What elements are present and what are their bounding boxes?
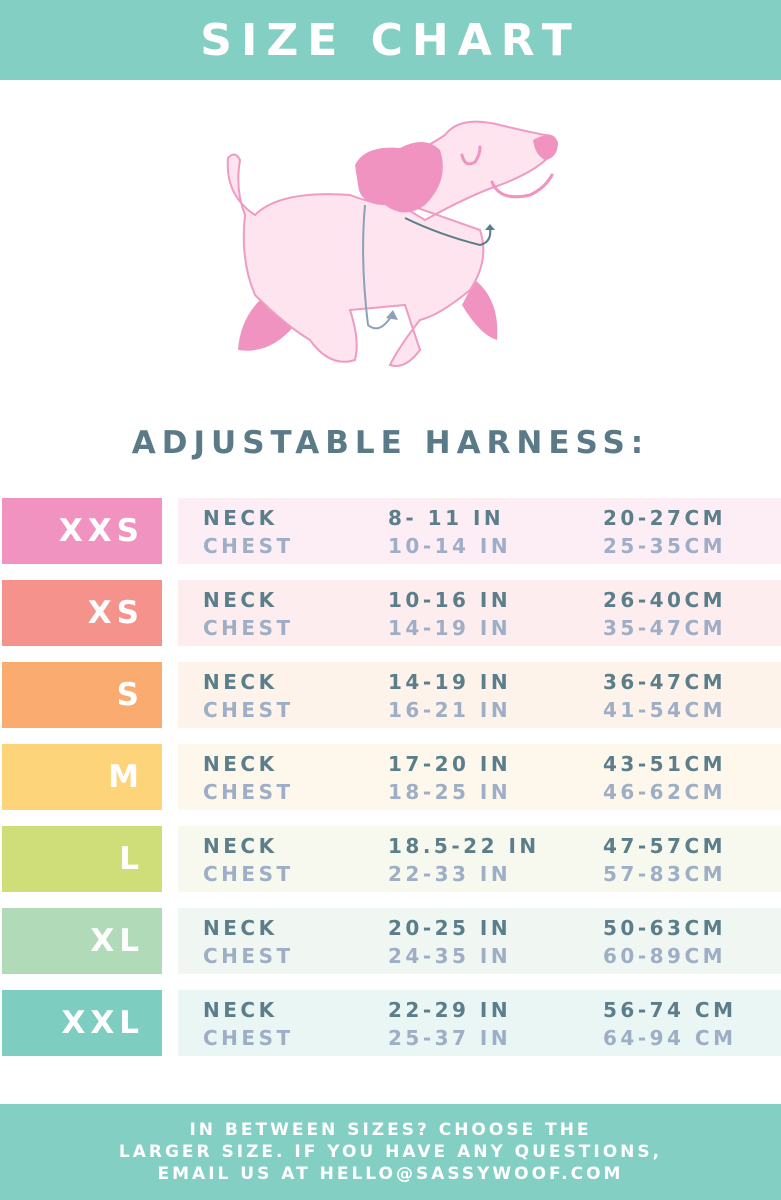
- size-row: XS NECK CHEST 10-16 IN 14-19 IN 26-40CM …: [0, 580, 781, 646]
- size-row: S NECK CHEST 14-19 IN 16-21 IN 36-47CM 4…: [0, 662, 781, 728]
- dog-smile: [490, 173, 554, 199]
- page-title: SIZE CHART: [200, 14, 581, 66]
- neck-label: NECK: [203, 998, 278, 1022]
- footer-banner: IN BETWEEN SIZES? CHOOSE THE LARGER SIZE…: [0, 1104, 781, 1200]
- neck-inches: 22-29 IN: [388, 998, 512, 1022]
- dog-nose: [533, 135, 558, 160]
- dog-ear: [355, 141, 443, 213]
- size-label: XXL: [2, 990, 162, 1056]
- neck-inches: 20-25 IN: [388, 916, 512, 940]
- chest-cm: 57-83CM: [603, 862, 727, 886]
- chest-inches: 16-21 IN: [388, 698, 512, 722]
- neck-inches: 14-19 IN: [388, 670, 512, 694]
- chest-inches: 10-14 IN: [388, 534, 512, 558]
- chest-inches: 14-19 IN: [388, 616, 512, 640]
- neck-inches: 8- 11 IN: [388, 506, 505, 530]
- neck-arrow-icon: [485, 224, 495, 230]
- size-label: XXS: [2, 498, 162, 564]
- size-row: XXL NECK CHEST 22-29 IN 25-37 IN 56-74 C…: [0, 990, 781, 1056]
- measurement-box: NECK CHEST 17-20 IN 18-25 IN 43-51CM 46-…: [178, 744, 781, 810]
- chest-label: CHEST: [203, 944, 294, 968]
- dog-illustration: [226, 120, 558, 367]
- chest-inches: 18-25 IN: [388, 780, 512, 804]
- chest-label: CHEST: [203, 862, 294, 886]
- chest-arrow-icon: [386, 310, 398, 320]
- chest-cm: 64-94 CM: [603, 1026, 737, 1050]
- footer-line: LARGER SIZE. IF YOU HAVE ANY QUESTIONS,: [118, 1142, 663, 1162]
- footer-line: IN BETWEEN SIZES? CHOOSE THE: [189, 1120, 592, 1140]
- neck-inches: 18.5-22 IN: [388, 834, 540, 858]
- chest-cm: 60-89CM: [603, 944, 727, 968]
- neck-label: NECK: [203, 670, 278, 694]
- neck-cm: 36-47CM: [603, 670, 727, 694]
- chest-label: CHEST: [203, 1026, 294, 1050]
- header-banner: SIZE CHART: [0, 0, 781, 80]
- neck-cm: 56-74 CM: [603, 998, 737, 1022]
- size-label: XS: [2, 580, 162, 646]
- measurement-box: NECK CHEST 20-25 IN 24-35 IN 50-63CM 60-…: [178, 908, 781, 974]
- neck-label: NECK: [203, 752, 278, 776]
- chest-cm: 35-47CM: [603, 616, 727, 640]
- section-title: ADJUSTABLE HARNESS:: [131, 425, 650, 461]
- dog-back-leg: [238, 300, 295, 351]
- measurement-box: NECK CHEST 14-19 IN 16-21 IN 36-47CM 41-…: [178, 662, 781, 728]
- size-row: XL NECK CHEST 20-25 IN 24-35 IN 50-63CM …: [0, 908, 781, 974]
- neck-label: NECK: [203, 588, 278, 612]
- chest-inches: 24-35 IN: [388, 944, 512, 968]
- size-label: S: [2, 662, 162, 728]
- neck-measure-line: [404, 217, 492, 247]
- neck-label: NECK: [203, 916, 278, 940]
- neck-cm: 43-51CM: [603, 752, 727, 776]
- dog-front-leg: [462, 280, 498, 340]
- size-label: M: [2, 744, 162, 810]
- measurement-box: NECK CHEST 10-16 IN 14-19 IN 26-40CM 35-…: [178, 580, 781, 646]
- chest-label: CHEST: [203, 780, 294, 804]
- footer-line: EMAIL US AT HELLO@SASSYWOOF.COM: [157, 1164, 624, 1184]
- chest-cm: 41-54CM: [603, 698, 727, 722]
- size-row: XXS NECK CHEST 8- 11 IN 10-14 IN 20-27CM…: [0, 498, 781, 564]
- size-row: M NECK CHEST 17-20 IN 18-25 IN 43-51CM 4…: [0, 744, 781, 810]
- measurement-box: NECK CHEST 8- 11 IN 10-14 IN 20-27CM 25-…: [178, 498, 781, 564]
- chest-label: CHEST: [203, 616, 294, 640]
- chest-inches: 22-33 IN: [388, 862, 512, 886]
- size-row: L NECK CHEST 18.5-22 IN 22-33 IN 47-57CM…: [0, 826, 781, 892]
- measurement-box: NECK CHEST 22-29 IN 25-37 IN 56-74 CM 64…: [178, 990, 781, 1056]
- measurement-box: NECK CHEST 18.5-22 IN 22-33 IN 47-57CM 5…: [178, 826, 781, 892]
- dog-eye: [460, 145, 482, 166]
- neck-cm: 26-40CM: [603, 588, 727, 612]
- chest-cm: 25-35CM: [603, 534, 727, 558]
- chest-label: CHEST: [203, 534, 294, 558]
- neck-label: NECK: [203, 834, 278, 858]
- neck-cm: 47-57CM: [603, 834, 727, 858]
- chest-label: CHEST: [203, 698, 294, 722]
- neck-inches: 17-20 IN: [388, 752, 512, 776]
- neck-label: NECK: [203, 506, 278, 530]
- neck-inches: 10-16 IN: [388, 588, 512, 612]
- neck-cm: 20-27CM: [603, 506, 727, 530]
- neck-cm: 50-63CM: [603, 916, 727, 940]
- size-label: XL: [2, 908, 162, 974]
- chest-measure-line: [362, 204, 393, 330]
- size-label: L: [2, 826, 162, 892]
- chest-cm: 46-62CM: [603, 780, 727, 804]
- chest-inches: 25-37 IN: [388, 1026, 512, 1050]
